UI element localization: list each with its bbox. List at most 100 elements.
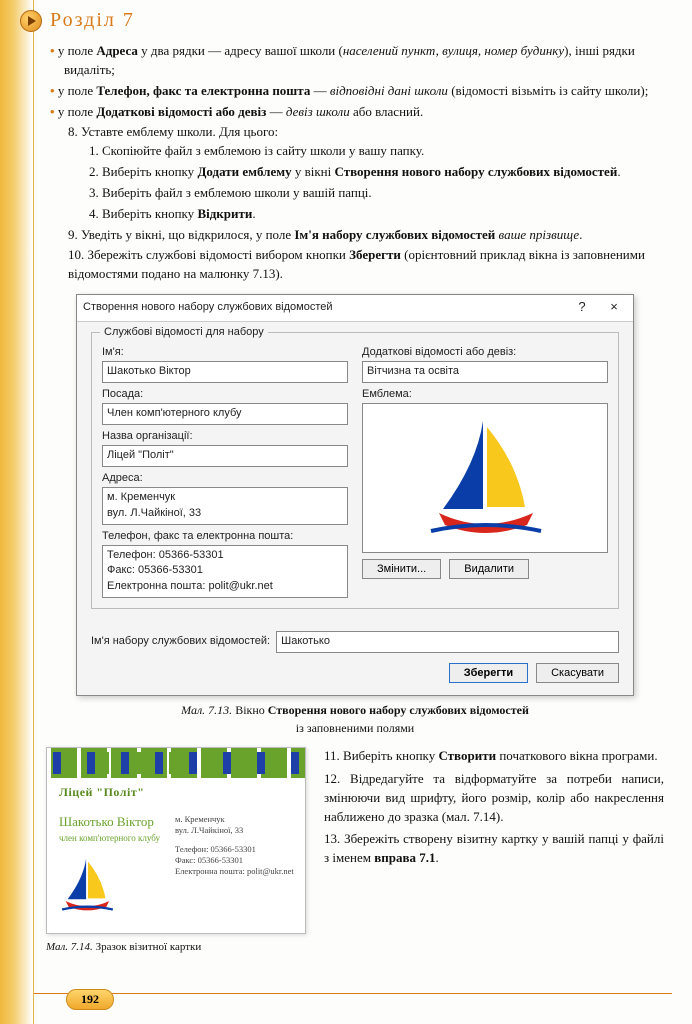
card-logo: [59, 855, 165, 921]
emblem-buttons: Змінити... Видалити: [362, 559, 608, 579]
t: Виберіть кнопку: [102, 206, 197, 221]
input-name[interactable]: Шакотько Віктор: [102, 361, 348, 383]
close-button[interactable]: ×: [601, 299, 627, 317]
t: Мал. 7.14.: [46, 941, 93, 953]
t: девіз школи: [286, 104, 350, 119]
t: вправа 7.1: [374, 850, 435, 865]
bullet-phone: у поле Телефон, факс та електронна пошта…: [64, 82, 664, 101]
input-setname[interactable]: Шакотько: [276, 631, 619, 653]
t: Створення нового набору службових відомо…: [334, 164, 617, 179]
dialog-window: Створення нового набору службових відомо…: [76, 294, 634, 696]
card-ornament: [47, 748, 305, 778]
t: із заповненими полями: [296, 721, 414, 735]
save-button[interactable]: Зберегти: [449, 663, 528, 683]
dialog-title: Створення нового набору службових відомо…: [83, 300, 333, 316]
step-8-3: Виберіть файл з емблемою школи у вашій п…: [102, 184, 664, 203]
t: 8. Уставте емблему школи. Для цього:: [68, 124, 278, 139]
label-post: Посада:: [102, 387, 348, 403]
t: Додаткові відомості або девіз: [96, 104, 266, 119]
card-city: м. Кременчук: [175, 814, 295, 825]
card-person-name: Шакотько Віктор: [59, 813, 165, 832]
card-mail: Електронна пошта: polit@ukr.net: [175, 866, 295, 877]
cancel-button[interactable]: Скасувати: [536, 663, 619, 683]
t: Мал. 7.13.: [181, 703, 232, 717]
input-org[interactable]: Ліцей "Політ": [102, 445, 348, 467]
left-column: Ім'я: Шакотько Віктор Посада: Член комп'…: [102, 341, 348, 598]
bullet-motto: у поле Додаткові відомості або девіз — д…: [64, 103, 664, 122]
right-column: Додаткові відомості або девіз: Вітчизна …: [362, 341, 608, 598]
setname-row: Ім'я набору службових відомостей: Шакоть…: [77, 631, 633, 663]
sail-right: [487, 427, 525, 507]
bullet-list-nested: у поле Телефон, факс та електронна пошта…: [46, 82, 664, 122]
titlebar-controls: ? ×: [569, 299, 627, 317]
label-emblem: Емблема:: [362, 387, 608, 403]
t: ваше прізвище: [499, 227, 580, 242]
chapter-arrow-icon: [20, 10, 42, 32]
input-phone[interactable]: Телефон: 05366-53301 Факс: 05366-53301 Е…: [102, 545, 348, 599]
input-motto[interactable]: Вітчизна та освіта: [362, 361, 608, 383]
fieldset-legend: Службові відомості для набору: [100, 325, 268, 341]
t: відповідні дані школи: [330, 83, 448, 98]
t: .: [252, 206, 255, 221]
label-motto: Додаткові відомості або девіз:: [362, 345, 608, 361]
bullet-list: у поле Адреса у два рядки — адресу вашої…: [46, 42, 664, 80]
step-8-4: Виберіть кнопку Відкрити.: [102, 205, 664, 224]
help-button[interactable]: ?: [569, 299, 595, 317]
t: у поле: [58, 104, 97, 119]
t: Створити: [438, 748, 496, 763]
sailboat-icon: [59, 855, 115, 915]
card-tel: Телефон: 05366-53301: [175, 844, 295, 855]
t: у поле: [58, 83, 97, 98]
step-8-sublist: Скопіюйте файл з емблемою із сайту школи…: [68, 142, 664, 223]
t: .: [435, 850, 438, 865]
t: Вікно: [232, 703, 268, 717]
t: у поле: [58, 43, 97, 58]
business-card: Ліцей "Політ" Шакотько Віктор член комп'…: [46, 747, 306, 934]
step-13: 13. Збережіть створену візитну картку у …: [324, 830, 664, 868]
bullet-address: у поле Адреса у два рядки — адресу вашої…: [64, 42, 664, 80]
input-addr[interactable]: м. Кременчук вул. Л.Чайкіної, 33: [102, 487, 348, 525]
figure-7-14-caption: Мал. 7.14. Зразок візитної картки: [46, 940, 306, 956]
footer-rule: [34, 993, 672, 994]
dialog-actions: Зберегти Скасувати: [77, 663, 633, 695]
t: у два рядки — адресу вашої школи (: [138, 43, 343, 58]
step-8-2: Виберіть кнопку Додати емблему у вікні С…: [102, 163, 664, 182]
steps-11-13: 11. Виберіть кнопку Створити початкового…: [320, 747, 664, 956]
chapter-title: Розділ 7: [50, 6, 135, 35]
page-left-accent: [0, 0, 34, 1024]
card-contact: м. Кременчук вул. Л.Чайкіної, 33 Телефон…: [175, 784, 295, 921]
card-street: вул. Л.Чайкіної, 33: [175, 825, 295, 836]
t: Зберегти: [349, 247, 401, 262]
t: —: [310, 83, 330, 98]
t: Відкрити: [197, 206, 252, 221]
sail-left: [443, 421, 483, 509]
t: 10. Збережіть службові відомості вибором…: [68, 247, 349, 262]
t: (відомості візьміть із сайту школи);: [448, 83, 648, 98]
t: Телефон, факс та електронна пошта: [96, 83, 310, 98]
step-9: 9. Уведіть у вікні, що відкрилося, у пол…: [68, 226, 664, 245]
card-role: член комп'ютерного клубу: [59, 832, 165, 845]
step-11: 11. Виберіть кнопку Створити початкового…: [324, 747, 664, 766]
t: Додати емблему: [197, 164, 291, 179]
t: Виберіть кнопку: [102, 164, 197, 179]
label-setname: Ім'я набору службових відомостей:: [91, 634, 270, 650]
page-number: 192: [66, 989, 114, 1010]
sail-left: [68, 859, 86, 900]
delete-emblem-button[interactable]: Видалити: [449, 559, 529, 579]
label-addr: Адреса:: [102, 471, 348, 487]
dialog-titlebar: Створення нового набору службових відомо…: [77, 295, 633, 322]
t: або власний.: [350, 104, 424, 119]
step-10: 10. Збережіть службові відомості вибором…: [68, 246, 664, 284]
t: Зразок візитної картки: [93, 941, 201, 953]
input-post[interactable]: Член комп'ютерного клубу: [102, 403, 348, 425]
label-name: Ім'я:: [102, 345, 348, 361]
business-card-wrap: Ліцей "Політ" Шакотько Віктор член комп'…: [46, 747, 306, 956]
label-org: Назва організації:: [102, 429, 348, 445]
t: —: [266, 104, 286, 119]
card-fax: Факс: 05366-53301: [175, 855, 295, 866]
t: у вікні: [292, 164, 335, 179]
t: 9. Уведіть у вікні, що відкрилося, у пол…: [68, 227, 294, 242]
lower-section: Ліцей "Політ" Шакотько Віктор член комп'…: [46, 747, 664, 956]
change-emblem-button[interactable]: Змінити...: [362, 559, 441, 579]
step-8: 8. Уставте емблему школи. Для цього: Ско…: [68, 123, 664, 223]
